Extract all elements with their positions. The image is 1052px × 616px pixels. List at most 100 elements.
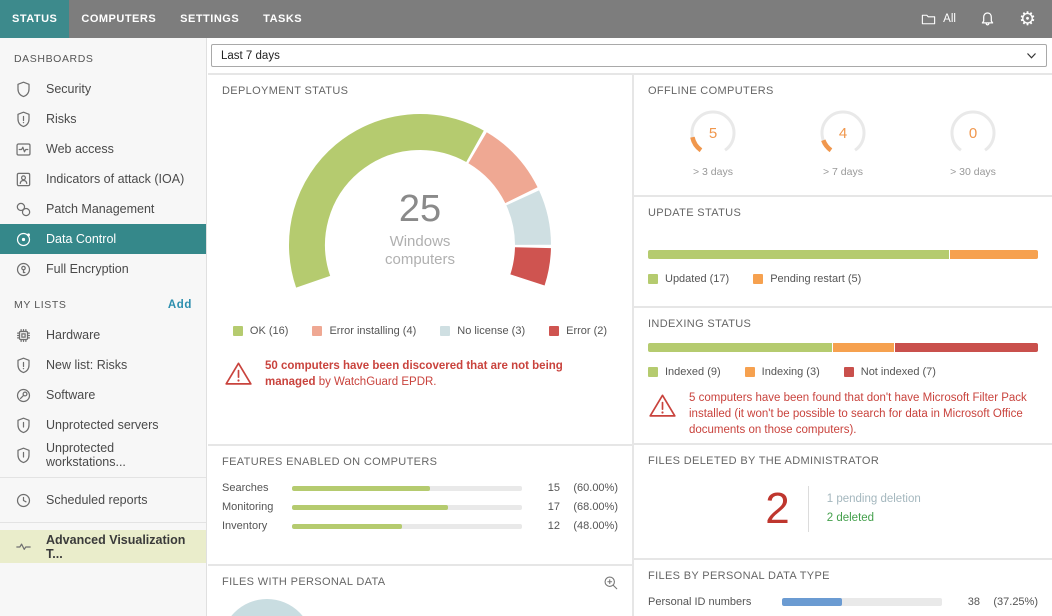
bar-segment-not-indexed bbox=[895, 343, 1038, 352]
magnifier-plus-icon[interactable] bbox=[602, 574, 620, 592]
offline-gauge-7-days: 4 > 7 days bbox=[778, 107, 908, 178]
tab-settings[interactable]: SETTINGS bbox=[180, 13, 240, 25]
warning-triangle-icon bbox=[224, 360, 253, 387]
sidebar-item-unprotected-servers[interactable]: Unprotected servers bbox=[0, 410, 206, 440]
legend-item-indexing: Indexing (3) bbox=[744, 366, 820, 378]
legend-swatch bbox=[440, 326, 451, 336]
time-range-select[interactable]: Last 7 days bbox=[211, 44, 1047, 67]
sidebar-item-indicators-of-attack-ioa[interactable]: Indicators of attack (IOA) bbox=[0, 164, 206, 194]
warning-triangle-icon bbox=[648, 392, 677, 419]
patch-icon bbox=[14, 200, 33, 219]
computer-filter-label: All bbox=[943, 13, 956, 25]
bar-fill bbox=[292, 485, 430, 491]
sidebar-item-label: Patch Management bbox=[46, 202, 155, 216]
bar-row-personal-id-numbers: Personal ID numbers 38 (37.25%) bbox=[648, 596, 1038, 608]
chevron-down-icon bbox=[1026, 52, 1037, 60]
sidebar-item-new-list-risks[interactable]: New list: Risks bbox=[0, 350, 206, 380]
scheduled-reports-slot: Scheduled reports bbox=[0, 485, 206, 515]
divider bbox=[807, 486, 809, 532]
sidebar-item-data-control[interactable]: Data Control bbox=[0, 224, 206, 254]
tab-tasks[interactable]: TASKS bbox=[263, 13, 303, 25]
legend-swatch bbox=[549, 326, 560, 336]
legend-item-error-installing: Error installing (4) bbox=[312, 325, 416, 337]
pending-deletion-label: 1 pending deletion bbox=[826, 493, 921, 506]
bar-label: Monitoring bbox=[222, 501, 274, 513]
deployment-warning: 50 computers have been discovered that a… bbox=[224, 358, 616, 390]
encryption-icon bbox=[14, 260, 33, 279]
sidebar-item-unprotected-workstations[interactable]: Unprotected workstations... bbox=[0, 440, 206, 470]
bar-segment-indexed bbox=[648, 343, 832, 352]
sidebar-item-security[interactable]: Security bbox=[0, 74, 206, 104]
sidebar-item-label: Indicators of attack (IOA) bbox=[46, 172, 185, 186]
files-deleted-summary: 2 1 pending deletion 2 deleted bbox=[648, 484, 1038, 534]
my-lists-section-title: MY LISTS Add bbox=[14, 299, 192, 311]
sidebar-item-web-access[interactable]: Web access bbox=[0, 134, 206, 164]
card-title: UPDATE STATUS bbox=[648, 207, 742, 219]
bar-segment-indexing bbox=[832, 343, 895, 352]
shield-exclamation-icon bbox=[14, 110, 33, 129]
deleted-label: 2 deleted bbox=[826, 512, 875, 524]
indexing-warning-text: 5 computers have been found that don't h… bbox=[689, 392, 1027, 437]
sidebar-item-software[interactable]: Software bbox=[0, 380, 206, 410]
offline-gauge-label: > 7 days bbox=[823, 166, 863, 178]
bar-label: Searches bbox=[222, 482, 269, 494]
computer-filter-button[interactable]: All bbox=[920, 11, 956, 28]
files-deleted-breakdown: 1 pending deletion 2 deleted bbox=[827, 490, 921, 528]
tab-status[interactable]: STATUS bbox=[0, 0, 70, 38]
card-files-deleted: FILES DELETED BY THE ADMINISTRATOR 2 1 p… bbox=[634, 445, 1052, 558]
card-title: INDEXING STATUS bbox=[648, 318, 752, 330]
card-title: DEPLOYMENT STATUS bbox=[222, 85, 349, 97]
bar-row-searches: Searches 15 (60.00%) bbox=[222, 482, 618, 494]
bell-icon bbox=[978, 10, 997, 29]
legend-label: No license (3) bbox=[457, 325, 526, 337]
legend-label: Indexed (9) bbox=[665, 366, 721, 378]
offline-gauge-30-days: 0 > 30 days bbox=[908, 107, 1038, 178]
update-status-bar bbox=[648, 250, 1038, 259]
settings-button[interactable]: ⚙ bbox=[1019, 10, 1036, 29]
tab-computers[interactable]: COMPUTERS bbox=[81, 13, 157, 25]
folder-icon bbox=[920, 11, 937, 28]
sidebar-item-label: Security bbox=[46, 82, 92, 96]
my-lists-list: Hardware New list: Risks Software Unprotect… bbox=[0, 320, 206, 470]
bar-percent: (48.00%) bbox=[573, 520, 618, 532]
sidebar-item-full-encryption[interactable]: Full Encryption bbox=[0, 254, 206, 284]
sidebar-divider bbox=[0, 477, 206, 478]
sidebar-item-label: New list: Risks bbox=[46, 358, 128, 372]
top-navigation-bar: STATUS COMPUTERS SETTINGS TASKS All ⚙ bbox=[0, 0, 1052, 38]
sidebar-item-scheduled-reports[interactable]: Scheduled reports bbox=[0, 485, 206, 515]
bar-row-inventory: Inventory 12 (48.00%) bbox=[222, 520, 618, 532]
legend-label: Error installing (4) bbox=[329, 325, 417, 337]
bar-value: 38 bbox=[967, 596, 980, 608]
legend-swatch bbox=[232, 326, 243, 336]
notifications-button[interactable] bbox=[978, 10, 997, 29]
orbit-icon bbox=[14, 230, 33, 249]
shield-icon bbox=[14, 80, 33, 99]
deployment-gauge-chart bbox=[208, 103, 632, 303]
shield-bar-icon bbox=[14, 416, 33, 435]
bar-value: 17 bbox=[547, 501, 560, 513]
bar-segment-updated bbox=[648, 250, 949, 259]
bar-percent: (37.25%) bbox=[993, 596, 1038, 608]
sidebar-item-risks[interactable]: Risks bbox=[0, 104, 206, 134]
legend-item-indexed: Indexed (9) bbox=[648, 366, 721, 378]
indexing-status-legend: Indexed (9) Indexing (3) Not indexed (7) bbox=[648, 366, 1038, 378]
unmanaged-computers-link[interactable]: 50 computers have been discovered that a… bbox=[265, 360, 563, 389]
sidebar-item-label: Hardware bbox=[46, 328, 101, 342]
sidebar-item-label: Data Control bbox=[46, 232, 117, 246]
chip-icon bbox=[14, 326, 33, 345]
bar-percent: (68.00%) bbox=[573, 501, 618, 513]
sidebar-item-hardware[interactable]: Hardware bbox=[0, 320, 206, 350]
sidebar-item-advanced-visualization-t[interactable]: Advanced Visualization T... bbox=[0, 530, 206, 563]
sidebar-item-patch-management[interactable]: Patch Management bbox=[0, 194, 206, 224]
add-list-link[interactable]: Add bbox=[167, 299, 192, 311]
personal-data-pie-chart bbox=[221, 599, 313, 616]
id-card-icon bbox=[14, 170, 33, 189]
card-title: FILES DELETED BY THE ADMINISTRATOR bbox=[648, 455, 880, 467]
dashboards-section-title: DASHBOARDS bbox=[14, 53, 94, 65]
bar-value: 12 bbox=[547, 520, 560, 532]
offline-gauge-chart: 5 bbox=[690, 110, 736, 153]
bar-track bbox=[292, 523, 522, 529]
legend-swatch bbox=[648, 367, 658, 377]
legend-item-updated: Updated (17) bbox=[648, 273, 729, 285]
offline-gauge-label: > 30 days bbox=[950, 166, 996, 178]
